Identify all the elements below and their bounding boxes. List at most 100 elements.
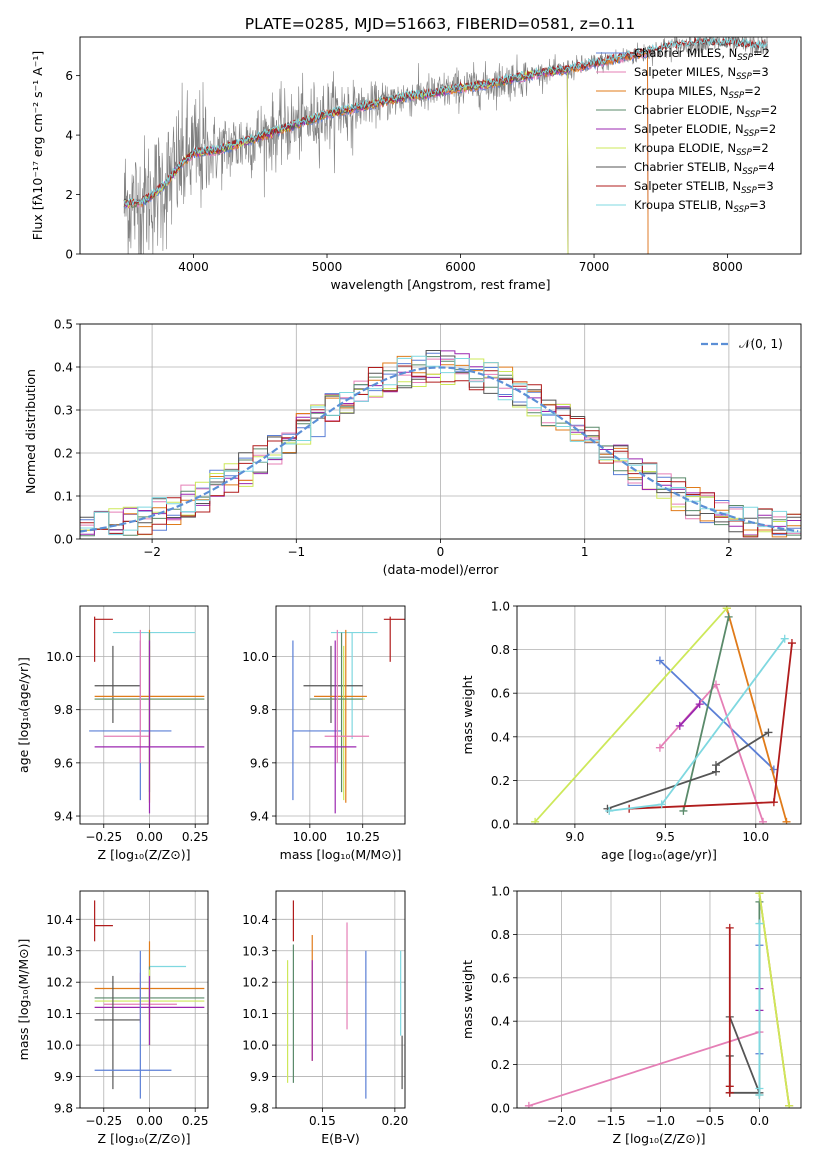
y-tick-label: 0.8 [491,643,510,657]
weight-point-marker [679,806,688,815]
legend-sub: SSP [734,205,750,215]
panel-weight_vs_age: 9.0 9.5 10.0 0.0 0.2 0.4 0.6 0.8 1.0 age [log₁₀(a… [460,600,802,862]
plot-area [94,900,205,1099]
x-tick-label: 10.00 [293,830,327,844]
legend-suffix: =3 [749,198,766,212]
y-tick-label: 10.4 [46,913,73,927]
y-tick-label: 0.2 [491,774,510,788]
y-tick-label: 0.1 [54,490,73,504]
legend-suffix: =2 [759,122,776,136]
x-axis-label: E(B-V) [321,1131,360,1146]
x-tick-label: 9.5 [656,830,675,844]
weight-series-line [682,616,730,812]
model-spectrum-line [123,64,569,254]
x-tick-label: −0.25 [85,1114,122,1128]
weight-series-line [528,1031,760,1107]
x-tick-label: 4000 [178,260,209,274]
legend-text: Chabrier ELODIE, N [634,103,745,117]
x-tick-label: 10.25 [346,830,380,844]
weight-point-marker [755,891,764,898]
y-tick-label: 10.2 [242,976,269,990]
weight-series-line [728,1016,761,1094]
y-tick-label: 0.4 [491,1015,510,1029]
legend-text: Chabrier MILES, N [634,46,737,60]
model-spectrum-line [123,65,569,254]
y-tick-label: 0.6 [491,687,510,701]
y-tick-label: 10.2 [46,976,73,990]
weight-point-marker [755,1090,764,1099]
y-tick-label: 10.0 [46,1039,73,1053]
y-axis-label: age [log₁₀(age/yr)] [16,657,31,773]
panel-age_vs_Z: −0.25 0.00 0.25 9.4 9.6 9.8 10.0 Z [log₁₀(Z/Z⊙)… [16,605,209,862]
weight-point-marker [764,728,773,737]
y-axis-label: mass [log₁₀(M/M⊙)] [16,939,31,1061]
legend-sub: SSP [737,53,753,63]
y-tick-label: 0.6 [491,971,510,985]
legend-entry: Salpeter MILES, NSSP=3 [634,65,769,82]
weight-point-marker [722,606,731,613]
y-tick-label: 10.3 [242,944,269,958]
x-tick-label: 8000 [712,260,743,274]
weight-point-marker [531,817,540,824]
weight-point-marker [725,1088,734,1097]
legend-entry: Kroupa MILES, NSSP=2 [634,84,761,101]
axes-frame [516,605,802,825]
x-tick-label: 6000 [445,260,476,274]
weight-point-marker [780,634,789,643]
weight-point-marker [725,923,734,932]
x-axis-label: age [log₁₀(age/yr)] [601,847,717,862]
y-tick-label: 0.2 [491,1058,510,1072]
axes-frame [79,890,209,1109]
legend-text: Kroupa MILES, N [634,84,729,98]
legend-suffix: =3 [757,179,774,193]
weight-series-line [659,659,775,771]
observed-spectrum-line [123,37,768,254]
figure-title: PLATE=0285, MJD=51663, FIBERID=0581, z=0… [245,15,635,33]
y-tick-label: 10.0 [46,650,73,664]
legend-entry: Chabrier STELIB, NSSP=4 [634,160,775,177]
legend-entry: Kroupa ELODIE, NSSP=2 [634,141,769,158]
weight-series-line [679,703,701,727]
legend-suffix: =2 [744,84,761,98]
legend-sub: SSP [744,129,760,139]
panel-residuals: −2 −1 0 1 2 0.0 0.1 0.2 0.3 0.4 0.5 (data-model)/er… [23,318,802,577]
legend-sub: SSP [729,91,745,101]
axes-frame [79,36,802,255]
x-tick-label: 9.0 [565,830,584,844]
x-tick-label: 10.0 [742,830,769,844]
x-tick-label: −1 [287,545,305,559]
legend-text: Chabrier STELIB, N [634,160,742,174]
x-tick-label: −0.25 [85,830,122,844]
legend-text: Salpeter MILES, N [634,65,736,79]
weight-series-line [534,607,728,823]
legend-suffix: =3 [752,65,769,79]
panel-mass_vs_EBV: 0.15 0.20 9.8 9.9 10.0 10.1 10.2 10.3 10.4 E(B-V) [242,890,408,1146]
plot-area [531,606,796,824]
y-tick-label: 2 [65,188,73,202]
residual-histogram [80,365,801,538]
panel-weight_vs_Z: −2.0 −1.5 −1.0 −0.5 0.0 0.0 0.2 0.4 0.6 0.8 1.0 Z [… [460,885,802,1146]
x-tick-label: 0.20 [381,1114,408,1128]
residual-histogram [80,350,801,533]
x-axis-label: mass [log₁₀(M/M⊙)] [280,847,402,862]
axes-frame [516,890,802,1109]
legend-entry: Chabrier MILES, NSSP=2 [634,46,770,63]
y-tick-label: 6 [65,69,73,83]
axes-frame [79,605,209,825]
weight-point-marker [755,919,764,928]
y-tick-label: 10.4 [242,913,269,927]
residual-histogram [80,358,801,537]
model-spectrum-line [123,37,768,206]
y-tick-label: 9.9 [54,1070,73,1084]
weight-point-marker [724,612,733,621]
legend-entry: Salpeter STELIB, NSSP=3 [634,179,774,196]
legend-entry: Chabrier ELODIE, NSSP=2 [634,103,777,120]
weight-point-marker [657,800,666,809]
x-tick-label: −2.0 [547,1114,576,1128]
x-tick-label: 0.0 [750,1114,769,1128]
weight-point-marker [769,798,778,807]
y-axis-label: mass weight [460,960,475,1039]
x-tick-label: 0 [437,545,445,559]
y-tick-label: 10.1 [46,1007,73,1021]
